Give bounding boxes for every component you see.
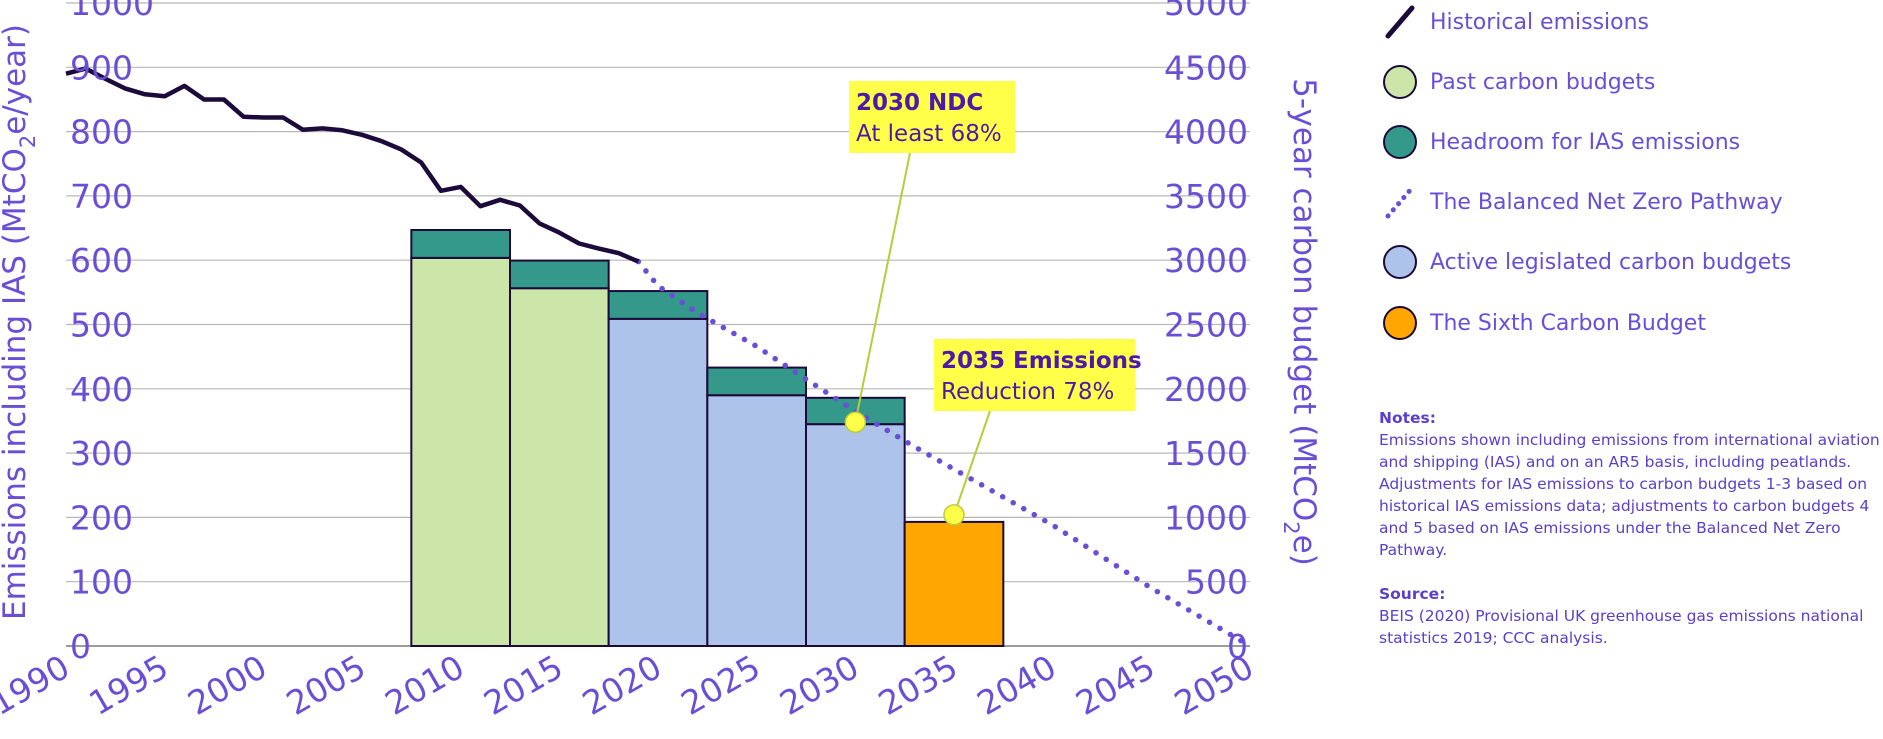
budget-bar-2013 (509, 287, 610, 647)
right-axis-ticks: 0 500 1000 1500 2000 2500 3000 3500 4000 4500 5000 (1164, 0, 1248, 666)
callout-leader-line (953, 410, 991, 516)
legend-item: The Sixth Carbon Budget (1380, 303, 1706, 343)
right-tick-label: 2000 (1164, 370, 1248, 409)
left-tick-label: 300 (70, 434, 133, 473)
budget-bar-2023 (706, 394, 807, 648)
right-tick-label: 0 (1227, 627, 1248, 666)
legend-item: Historical emissions (1380, 2, 1649, 42)
x-tick-label: 2040 (970, 647, 1062, 723)
legend-item: Headroom for IAS emissions (1380, 122, 1740, 162)
x-tick-label: 2010 (378, 647, 470, 723)
left-tick-label: 600 (70, 241, 133, 280)
annotations: 2030 NDC At least 68% 2035 Emissions Reduct… (844, 81, 1142, 526)
x-tick-label: 2035 (872, 647, 964, 723)
right-tick-label: 500 (1185, 563, 1248, 602)
notes-heading: Notes: (1379, 409, 1436, 427)
pathway-dotted-icon (1385, 185, 1415, 219)
budget-bars (410, 228, 1005, 648)
historical-emissions-line (65, 66, 640, 264)
left-tick-label: 0 (70, 627, 91, 666)
callout-leader-line (854, 152, 911, 423)
right-tick-label: 2500 (1164, 306, 1248, 345)
headroom-swatch-icon (1383, 125, 1417, 159)
budget-bar-2033 (903, 520, 1005, 647)
x-tick-label: 1990 (0, 647, 76, 723)
left-axis-ticks: 0 100 200 300 400 500 600 700 800 900 1000 (70, 0, 154, 666)
legend-label: Headroom for IAS emissions (1430, 129, 1741, 155)
right-tick-label: 1500 (1164, 434, 1248, 473)
callout-text: At least 68% (856, 121, 1002, 147)
left-tick-label: 100 (70, 563, 133, 602)
sixth-budget-swatch-icon (1383, 306, 1417, 340)
legend-label: Historical emissions (1430, 9, 1650, 35)
x-tick-label: 2020 (576, 647, 668, 723)
right-tick-label: 5000 (1164, 0, 1248, 23)
budget-bar-2018 (607, 317, 709, 647)
historical-line-icon (1385, 5, 1415, 39)
left-tick-label: 700 (70, 177, 133, 216)
left-tick-label: 800 (70, 113, 133, 152)
left-tick-label: 500 (70, 306, 133, 345)
right-tick-label: 1000 (1164, 498, 1248, 537)
x-tick-label: 2015 (477, 647, 569, 723)
left-axis-title: Emissions including IAS (MtCO2e/year) (0, 24, 40, 620)
annotation-marker (844, 411, 867, 433)
legend-item: The Balanced Net Zero Pathway (1380, 182, 1783, 222)
notes-block: Notes: Emissions shown including emissio… (1379, 407, 1881, 561)
headroom-bar-2008 (410, 228, 512, 259)
callout-text: Reduction 78% (941, 379, 1114, 405)
source-block: Source: BEIS (2020) Provisional UK green… (1379, 583, 1881, 649)
left-tick-label: 200 (70, 498, 133, 537)
left-tick-label: 1000 (70, 0, 154, 23)
legend-label: The Balanced Net Zero Pathway (1430, 189, 1783, 215)
right-tick-label: 3000 (1164, 241, 1248, 280)
headroom-bar-2013 (509, 259, 610, 290)
x-tick-label: 2050 (1168, 647, 1260, 723)
left-tick-label: 900 (70, 48, 133, 87)
callout-box (934, 339, 1135, 411)
annotation-marker (943, 504, 965, 526)
right-tick-label: 3500 (1164, 177, 1248, 216)
past-budget-swatch-icon (1383, 65, 1417, 99)
headroom-bar-2018 (607, 290, 709, 320)
x-tick-label: 2025 (674, 647, 766, 723)
right-axis-title: 5-year carbon budget (MtCO2e) (1279, 78, 1322, 566)
axis-titles: Emissions including IAS (MtCO2e/year) 5-y… (0, 24, 1322, 620)
callout-box (849, 81, 1015, 153)
callout-title: 2030 NDC (856, 90, 983, 116)
legend-item: Past carbon budgets (1380, 62, 1655, 102)
legend-item: Active legislated carbon budgets (1380, 242, 1791, 282)
legend-label: Active legislated carbon budgets (1430, 249, 1792, 275)
legend-label: Past carbon budgets (1430, 69, 1656, 95)
x-tick-label: 2045 (1069, 647, 1161, 723)
left-tick-label: 400 (70, 370, 133, 409)
active-budget-swatch-icon (1383, 245, 1417, 279)
source-text: BEIS (2020) Provisional UK greenhouse ga… (1379, 607, 1864, 647)
balanced-pathway-line (635, 258, 1253, 649)
right-tick-label: 4000 (1164, 113, 1248, 152)
x-tick-label: 2005 (280, 647, 372, 723)
x-axis-ticks: 1990 1995 2000 2005 2010 2015 2020 2025 2030 2035… (0, 647, 1260, 723)
legend-label: The Sixth Carbon Budget (1430, 310, 1706, 336)
notes-text: Emissions shown including emissions from… (1379, 431, 1880, 559)
headroom-bar-2023 (706, 366, 807, 397)
x-tick-label: 2000 (181, 647, 273, 723)
series-lines (65, 66, 1253, 649)
source-heading: Source: (1379, 585, 1446, 603)
callout-title: 2035 Emissions (941, 348, 1142, 374)
right-tick-label: 4500 (1164, 48, 1248, 87)
budget-bar-2008 (410, 256, 512, 647)
budget-bar-2028 (805, 423, 906, 648)
x-tick-label: 1995 (82, 647, 174, 723)
x-tick-label: 2030 (773, 647, 865, 723)
